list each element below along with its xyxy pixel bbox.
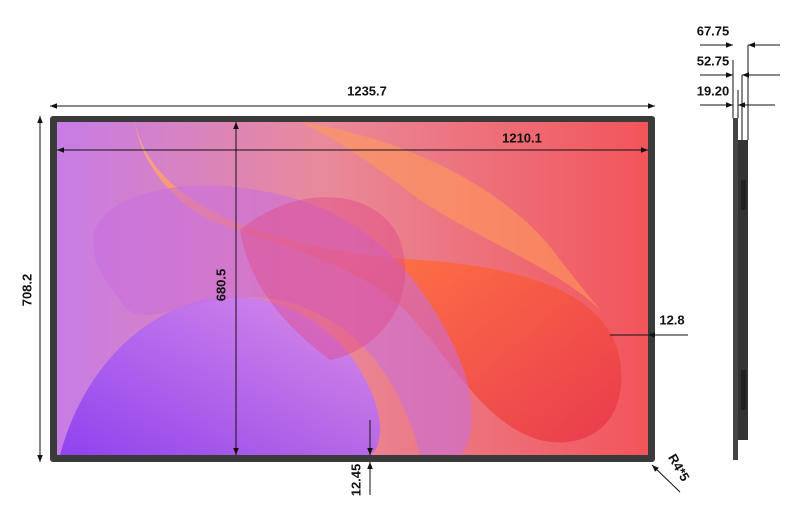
depth-total: 67.75: [697, 23, 730, 38]
dimension-lines: [37, 103, 688, 495]
corner-radius: R4*5: [665, 451, 692, 484]
overall-width: 1235.7: [347, 83, 387, 98]
depth-panel: 19.20: [697, 83, 730, 98]
depth-middle: 52.75: [697, 53, 730, 68]
overall-height: 708.2: [19, 274, 34, 307]
display-width: 1210.1: [502, 130, 542, 145]
display-height: 680.5: [213, 269, 228, 302]
bottom-bezel: 12.45: [348, 464, 363, 497]
side-view: [700, 42, 780, 460]
side-bezel: 12.8: [659, 312, 684, 327]
screen: [57, 122, 648, 455]
